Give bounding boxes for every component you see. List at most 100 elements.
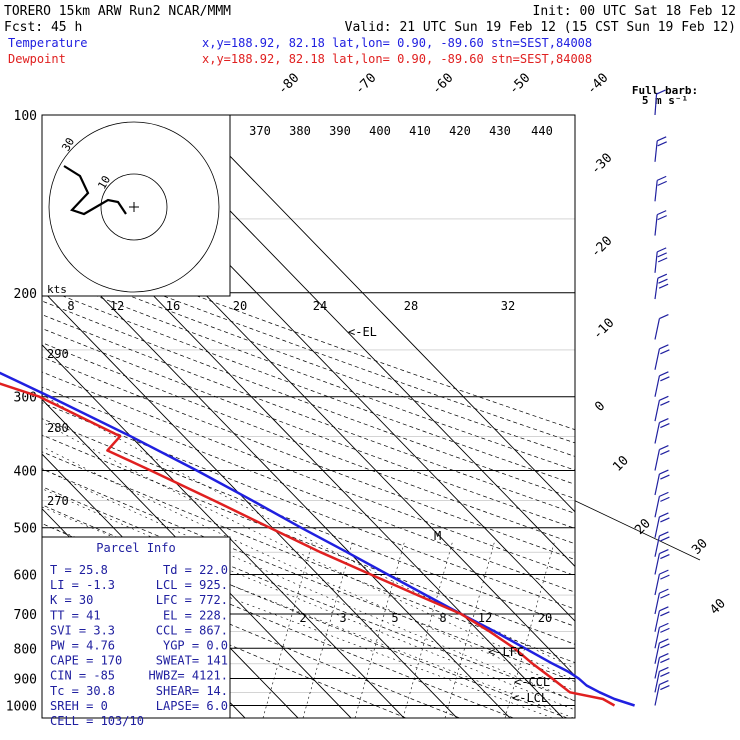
- isotherm-label: -50: [506, 71, 533, 98]
- wind-barb-flag: [656, 89, 666, 95]
- wind-barb-flag: [660, 376, 670, 382]
- isobar-label: 400: [14, 465, 37, 480]
- wind-barb-flag: [660, 400, 670, 406]
- parcel-info-box: Parcel Info T = 25.8 Td = 22.0 LI = -1.3 LCL…: [41, 536, 231, 728]
- legend-dewpoint-info: x,y=188.92, 82.18 lat,lon= 0.90, -89.60 …: [202, 52, 592, 66]
- wind-barb-staff: [654, 449, 660, 471]
- mixing-ratio-line: [262, 539, 314, 718]
- lfc-marker: <-LFC: [488, 645, 524, 659]
- parcel-info-left: K = 30: [50, 593, 93, 607]
- parcel-info-left: PW = 4.76: [50, 639, 115, 653]
- wind-barb-staff: [654, 553, 660, 575]
- wind-barb-flag: [659, 606, 669, 612]
- hodograph: kts 10 30: [41, 114, 231, 297]
- el-marker: <-EL: [348, 325, 377, 339]
- parcel-info-left: Tc = 30.8: [50, 684, 115, 698]
- speed-axis-label: 32: [501, 299, 515, 313]
- mixing-ratio-line: [354, 539, 406, 718]
- dry-adiabat: [42, 418, 575, 627]
- mixing-ratio-line: [402, 539, 454, 718]
- hodograph-unit: kts: [47, 283, 67, 296]
- wind-barb-staff: [654, 573, 660, 596]
- wind-barb: [654, 273, 669, 300]
- wind-barb: [654, 175, 667, 202]
- wind-barb-flag: [659, 491, 669, 497]
- mixing-ratio-line: [444, 539, 496, 718]
- wind-barb-flag: [659, 549, 669, 555]
- wind-barb-flag: [659, 445, 669, 451]
- wind-barb-staff: [654, 180, 658, 202]
- wind-barb: [654, 344, 670, 370]
- isotherm-line: [42, 344, 405, 718]
- wind-barb-staff: [654, 422, 660, 444]
- parcel-info-left: TT = 41: [50, 608, 101, 622]
- wind-barb-flag: [659, 638, 669, 644]
- wind-barb-flag: [658, 283, 669, 289]
- wind-barb-flag: [660, 349, 670, 355]
- legend-temperature-label: Temperature: [8, 36, 87, 50]
- wind-barb-flag: [659, 588, 669, 594]
- wind-barb-staff: [654, 318, 660, 340]
- isotherm-line: [0, 115, 33, 718]
- wind-barb-staff: [654, 473, 660, 496]
- isobar-label: 500: [14, 522, 37, 537]
- isotherm-label: -10: [590, 316, 617, 343]
- wind-barb: [654, 549, 670, 575]
- theta-left-label: 270: [47, 494, 69, 508]
- wind-barb-flag: [660, 517, 670, 523]
- wind-barb-flag: [657, 252, 667, 258]
- profiles: <-EL <-LFC <-CCL <-LCL M: [0, 325, 635, 707]
- wind-barb-flag: [660, 593, 670, 599]
- wind-barb-staff: [654, 684, 660, 706]
- wind-barb-flag: [659, 666, 669, 672]
- isotherm-label: 30: [689, 536, 711, 558]
- wind-barb-flag: [656, 247, 667, 253]
- parcel-info-right: CCL = 867.: [156, 623, 228, 637]
- parcel-info-left: CELL = 103/10: [50, 714, 144, 728]
- parcel-info-left: SREH = 0: [50, 699, 108, 713]
- header-title: TORERO 15km ARW Run2 NCAR/MMM: [4, 4, 231, 19]
- wind-barb: [654, 371, 670, 397]
- isobar-label: 800: [14, 642, 37, 657]
- dry-adiabat: [42, 451, 575, 664]
- wind-barb-flag: [657, 141, 667, 147]
- wind-barb-flag: [659, 418, 669, 424]
- parcel-info-left: T = 25.8: [50, 563, 108, 577]
- isobar-label: 900: [14, 672, 37, 687]
- parcel-info-right: LCL = 925.: [156, 578, 228, 592]
- wind-barb-flag: [659, 680, 669, 686]
- temperature-profile: [0, 371, 635, 707]
- wind-barb: [654, 653, 670, 679]
- isobar-label: 100: [14, 109, 37, 124]
- wind-barb-flag: [657, 257, 668, 263]
- wind-barb: [654, 666, 670, 693]
- wind-barb-flag: [660, 574, 670, 580]
- isotherm-label: -60: [429, 71, 456, 98]
- wind-barb-flag: [656, 175, 667, 181]
- mixing-ratio-label: 8: [439, 611, 446, 625]
- barb-legend-value: 5 m s⁻¹: [642, 94, 688, 107]
- parcel-info-right: SHEAR= 14.: [156, 684, 228, 698]
- wind-barb: [654, 469, 670, 496]
- wind-barb-flag: [659, 344, 669, 350]
- header-valid: Valid: 21 UTC Sun 19 Feb 12 (15 CST Sun …: [345, 20, 736, 35]
- parcel-info-right: SWEAT= 141: [156, 654, 228, 668]
- wind-barb-staff: [654, 140, 658, 162]
- wind-barb: [654, 395, 670, 422]
- speed-axis-label: 12: [110, 299, 124, 313]
- wind-barb-staff: [654, 671, 660, 693]
- parcel-info-right: LFC = 772.: [156, 593, 228, 607]
- wind-barb-staff: [654, 516, 660, 538]
- header-init: Init: 00 UTC Sat 18 Feb 12: [533, 4, 737, 19]
- parcel-info-right: YGP = 0.0: [163, 639, 228, 653]
- wind-barb-staff: [654, 592, 660, 615]
- theta-left-label: 280: [47, 421, 69, 435]
- dry-adiabat: [42, 261, 575, 457]
- mixing-ratio-label: 3: [339, 611, 346, 625]
- parcel-info-right: LAPSE= 6.0: [156, 699, 228, 713]
- wind-barb-staff: [654, 214, 658, 236]
- wind-barb: [654, 588, 670, 615]
- theta-label: 370: [249, 124, 271, 138]
- wind-barb: [654, 512, 670, 538]
- wind-barb-flag: [660, 611, 670, 617]
